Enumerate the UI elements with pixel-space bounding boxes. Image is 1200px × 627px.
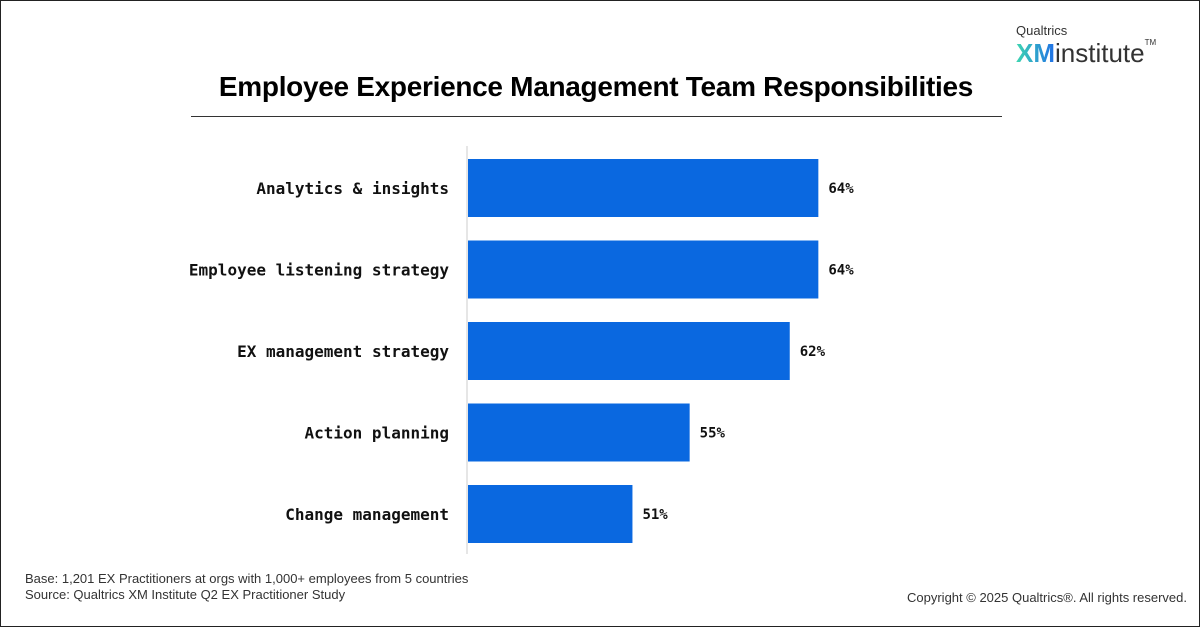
value-label: 51% bbox=[642, 507, 668, 523]
category-label: Analytics & insights bbox=[256, 179, 449, 198]
xm-institute-logo: Qualtrics XMinstituteTM bbox=[1016, 23, 1156, 69]
logo-qualtrics: Qualtrics bbox=[1016, 23, 1068, 38]
source-note: Source: Qualtrics XM Institute Q2 EX Pra… bbox=[25, 587, 346, 602]
footnote: Base: 1,201 EX Practitioners at orgs wit… bbox=[25, 571, 468, 603]
category-label: Employee listening strategy bbox=[189, 261, 449, 280]
category-label: EX management strategy bbox=[237, 342, 449, 361]
bar bbox=[468, 322, 790, 380]
chart-title: Employee Experience Management Team Resp… bbox=[218, 71, 974, 102]
copyright: Copyright © 2025 Qualtrics®. All rights … bbox=[907, 590, 1187, 605]
value-label: 55% bbox=[700, 426, 726, 442]
bar bbox=[468, 403, 690, 462]
value-label: 64% bbox=[828, 263, 854, 279]
base-note: Base: 1,201 EX Practitioners at orgs wit… bbox=[25, 571, 469, 586]
logo-institute: institute bbox=[1055, 38, 1145, 68]
value-label: 62% bbox=[800, 344, 826, 360]
title-rule bbox=[191, 116, 1002, 117]
value-label: 64% bbox=[828, 181, 854, 197]
logo-tm: TM bbox=[1144, 38, 1157, 47]
bar bbox=[468, 159, 819, 217]
category-label: Action planning bbox=[305, 424, 450, 443]
category-label: Change management bbox=[285, 505, 449, 524]
bar bbox=[468, 240, 819, 299]
logo-xm: XM bbox=[1016, 38, 1055, 68]
bar bbox=[468, 485, 633, 543]
